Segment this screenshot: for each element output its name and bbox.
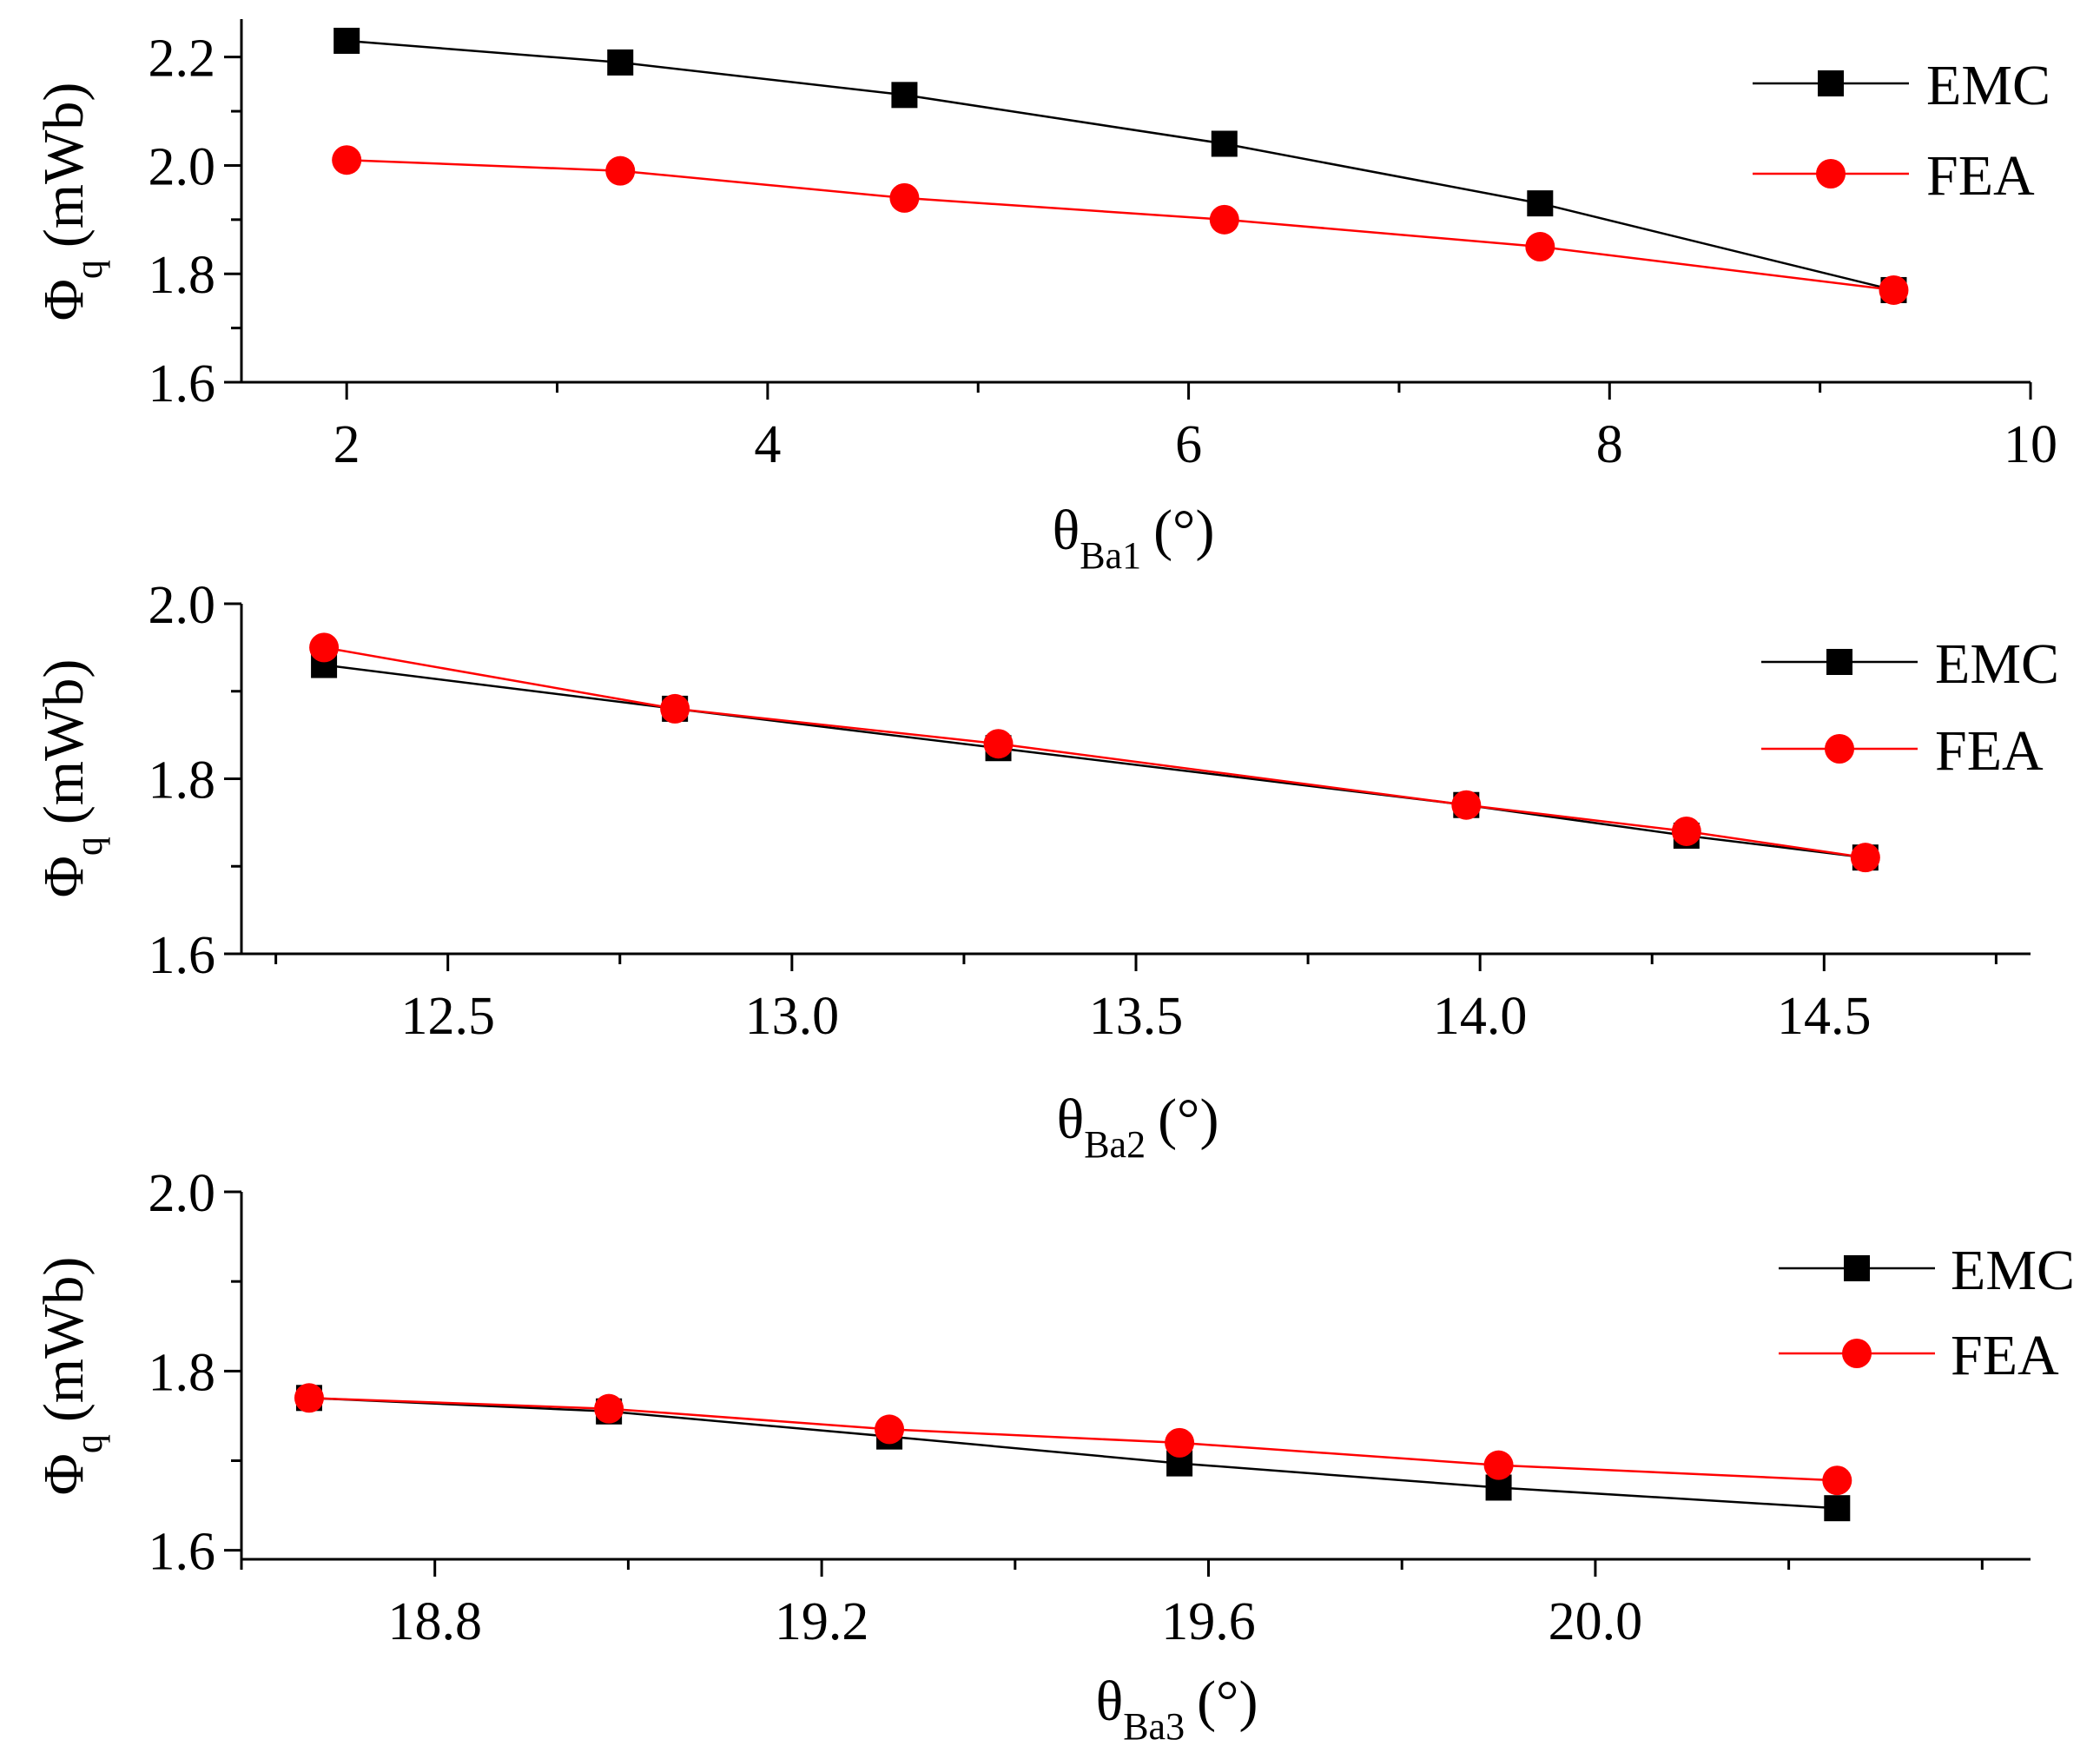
point-emc (607, 49, 634, 76)
legend-label-emc: EMC (1926, 54, 2050, 117)
x-tick-label: 8 (1596, 415, 1623, 474)
point-fea (309, 632, 340, 663)
x-tick-label: 12.5 (400, 987, 495, 1046)
x-tick-label: 4 (754, 415, 781, 474)
x-tick-label: 19.2 (775, 1592, 869, 1651)
legend-label-fea: FEA (1926, 144, 2035, 208)
series-line-fea (323, 646, 1866, 859)
y-tick-label: 1.8 (149, 1343, 216, 1402)
y-tick-label: 2.2 (149, 30, 216, 89)
chart-1: 2 4 6 8 10 1.6 1.8 2.0 2.2 θBa1 (°) Φq (mWb) EMC FEA (32, 19, 2057, 577)
x-tick-label: 2 (333, 415, 360, 474)
x-axis-title-unit: (°) (1153, 499, 1214, 562)
y-axis-title-unit: (mWb) (32, 83, 96, 248)
chart-2: 12.5 13.0 13.5 14.0 14.5 1.6 1.8 2.0 θBa2 (°) Φq (m… (32, 576, 2059, 1166)
x-tick-label: 6 (1175, 415, 1202, 474)
point-fea (1209, 204, 1239, 235)
point-fea (660, 693, 690, 724)
x-axis-title-main: θ (1096, 1670, 1124, 1733)
x-tick-label: 19.6 (1161, 1592, 1256, 1651)
point-fea (983, 729, 1014, 759)
y-tick-label: 1.6 (149, 354, 216, 413)
x-axis-title-sub: Ba3 (1123, 1705, 1185, 1748)
y-axis-title: Φq (mWb) (32, 1257, 110, 1496)
point-fea (1525, 232, 1555, 262)
point-emc (891, 82, 918, 109)
y-axis-title-main: Φ (32, 856, 96, 897)
y-tick-label: 1.6 (149, 926, 216, 985)
point-emc (1824, 1495, 1851, 1522)
x-axis-title: θBa2 (°) (1057, 1088, 1219, 1166)
x-axis-title: θBa3 (°) (1096, 1670, 1258, 1748)
y-tick-label: 1.8 (149, 751, 216, 810)
point-fea (1850, 843, 1880, 873)
series-line-fea (308, 1397, 1838, 1482)
y-tick-label: 1.8 (149, 246, 216, 305)
legend-label-emc: EMC (1951, 1239, 2075, 1302)
x-tick-label: 20.0 (1549, 1592, 1643, 1651)
legend-marker-fea (1842, 1339, 1872, 1368)
y-axis-title: Φq (mWb) (32, 83, 110, 321)
point-fea (1165, 1427, 1195, 1458)
point-fea (1822, 1465, 1852, 1496)
x-axis-title: θBa1 (°) (1053, 499, 1215, 577)
series-line-emc (347, 39, 1894, 292)
y-tick-label: 2.0 (149, 137, 216, 196)
point-fea (1671, 816, 1701, 846)
point-fea (889, 182, 920, 213)
x-tick-label: 18.8 (387, 1592, 482, 1651)
point-fea (594, 1393, 624, 1424)
y-axis-title-sub: q (68, 1434, 110, 1453)
legend-label-emc: EMC (1935, 632, 2059, 696)
x-tick-label: 13.5 (1089, 987, 1184, 1046)
point-fea (1879, 275, 1909, 305)
x-axis-title-unit: (°) (1197, 1670, 1258, 1733)
y-axis-title-sub: q (68, 837, 110, 856)
y-axis-title-main: Φ (32, 279, 96, 321)
x-axis-title-unit: (°) (1158, 1088, 1218, 1151)
y-axis-title-unit: (mWb) (32, 1257, 96, 1423)
legend-marker-emc (1818, 70, 1844, 96)
y-axis-title: Φq (mWb) (32, 659, 110, 898)
point-fea (294, 1383, 324, 1413)
series-line-emc (308, 1397, 1838, 1510)
x-tick-label: 14.0 (1433, 987, 1528, 1046)
legend-marker-emc (1844, 1255, 1870, 1281)
point-emc (1211, 130, 1238, 157)
point-fea (332, 145, 362, 175)
x-tick-label: 14.5 (1777, 987, 1872, 1046)
y-axis-title-unit: (mWb) (32, 659, 96, 825)
legend-marker-emc (1826, 649, 1852, 675)
x-axis-title-main: θ (1053, 499, 1080, 562)
series-line-fea (347, 158, 1894, 292)
legend-label-fea: FEA (1951, 1324, 2059, 1387)
y-axis-title-main: Φ (32, 1453, 96, 1495)
point-fea (1483, 1450, 1514, 1480)
x-axis-title-sub: Ba1 (1080, 534, 1141, 577)
legend-marker-fea (1816, 159, 1846, 189)
series-line-emc (323, 664, 1866, 859)
y-tick-label: 1.6 (149, 1523, 216, 1582)
x-axis-title-main: θ (1057, 1088, 1085, 1151)
point-fea (1451, 790, 1482, 820)
legend-marker-fea (1825, 734, 1854, 764)
legend-label-fea: FEA (1935, 719, 2044, 783)
x-axis-title-sub: Ba2 (1084, 1123, 1146, 1166)
point-fea (605, 155, 636, 186)
y-tick-label: 2.0 (149, 576, 216, 635)
y-tick-label: 2.0 (149, 1164, 216, 1223)
point-emc (333, 27, 360, 54)
x-tick-label: 10 (2004, 415, 2057, 474)
chart-3: 18.8 19.2 19.6 20.0 1.6 1.8 2.0 θBa3 (°) Φq (mWb) E… (32, 1164, 2075, 1748)
y-axis-title-sub: q (68, 260, 110, 279)
x-tick-label: 13.0 (745, 987, 840, 1046)
point-emc (1527, 190, 1554, 217)
point-fea (875, 1414, 905, 1445)
